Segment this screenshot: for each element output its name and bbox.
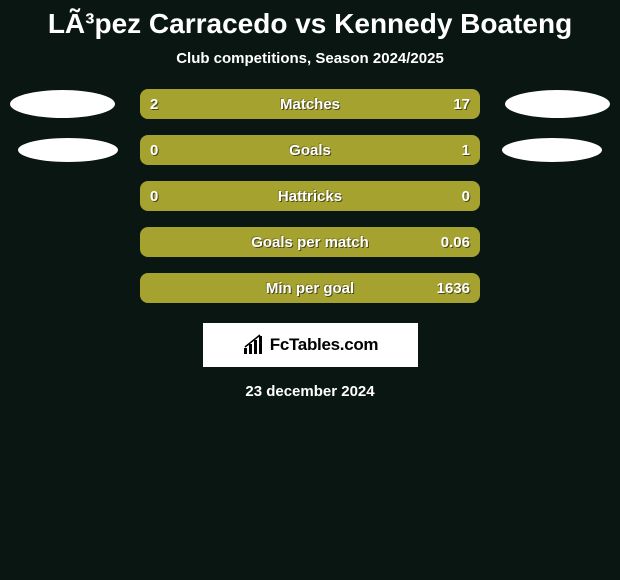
page-title: LÃ³pez Carracedo vs Kennedy Boateng bbox=[48, 8, 572, 40]
team-ellipse-left bbox=[10, 90, 115, 118]
comparison-infographic: LÃ³pez Carracedo vs Kennedy Boateng Club… bbox=[0, 0, 620, 400]
stat-bar: Goals per match 0.06 bbox=[140, 227, 480, 257]
stats-area: 2 Matches 17 0 Goals 1 0 Hattricks 0 bbox=[0, 89, 620, 303]
stat-label: Goals bbox=[140, 142, 480, 159]
stat-bar: 0 Hattricks 0 bbox=[140, 181, 480, 211]
stat-bar: Min per goal 1636 bbox=[140, 273, 480, 303]
stat-row-goals-per-match: Goals per match 0.06 bbox=[0, 227, 620, 257]
bar-chart-icon bbox=[242, 334, 266, 356]
stat-label: Goals per match bbox=[140, 234, 480, 251]
stat-row-matches: 2 Matches 17 bbox=[0, 89, 620, 119]
stat-value-right: 1636 bbox=[437, 280, 470, 297]
page-subtitle: Club competitions, Season 2024/2025 bbox=[176, 50, 444, 67]
team-ellipse-right bbox=[502, 138, 602, 162]
stat-row-min-per-goal: Min per goal 1636 bbox=[0, 273, 620, 303]
stat-bar: 0 Goals 1 bbox=[140, 135, 480, 165]
stat-label: Hattricks bbox=[140, 188, 480, 205]
stat-value-right: 17 bbox=[453, 96, 470, 113]
stat-row-hattricks: 0 Hattricks 0 bbox=[0, 181, 620, 211]
stat-value-right: 1 bbox=[462, 142, 470, 159]
stat-label: Min per goal bbox=[140, 280, 480, 297]
date-label: 23 december 2024 bbox=[245, 383, 374, 400]
stat-value-right: 0 bbox=[462, 188, 470, 205]
logo-box: FcTables.com bbox=[203, 323, 418, 367]
stat-bar: 2 Matches 17 bbox=[140, 89, 480, 119]
stat-row-goals: 0 Goals 1 bbox=[0, 135, 620, 165]
stat-label: Matches bbox=[140, 96, 480, 113]
team-ellipse-left bbox=[18, 138, 118, 162]
logo-text: FcTables.com bbox=[270, 335, 379, 355]
stat-value-right: 0.06 bbox=[441, 234, 470, 251]
team-ellipse-right bbox=[505, 90, 610, 118]
